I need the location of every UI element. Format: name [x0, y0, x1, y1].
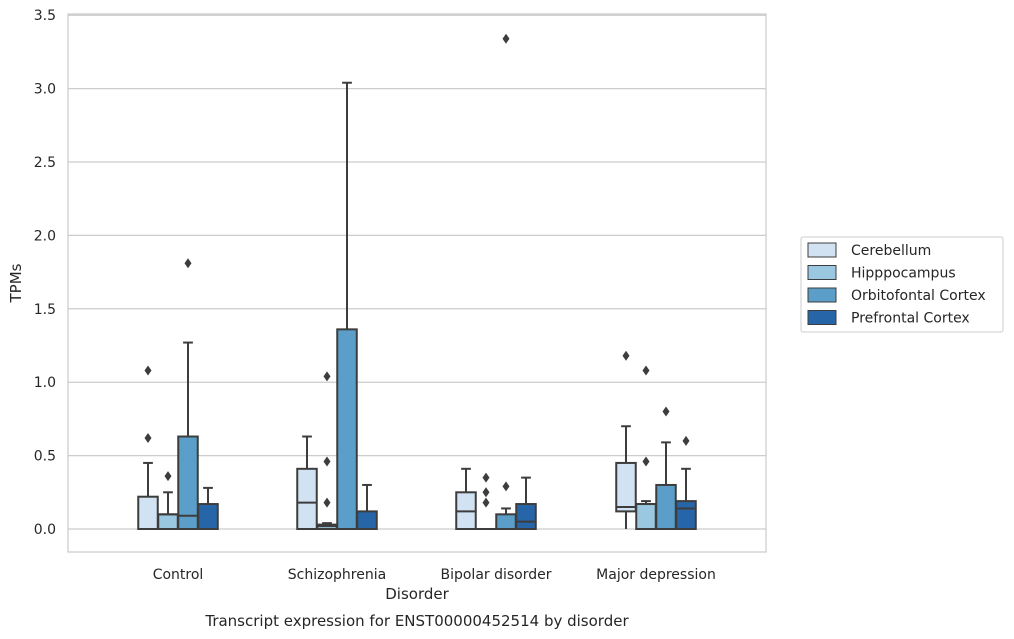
outlier-marker: [482, 472, 490, 483]
outlier-marker: [682, 435, 690, 446]
outlier-marker: [323, 456, 331, 467]
outlier-marker: [642, 365, 650, 376]
box: [615, 461, 637, 513]
outlier-marker: [482, 487, 490, 498]
box: [197, 503, 219, 531]
outlier-marker: [144, 432, 152, 443]
outlier-points: [144, 33, 690, 508]
box: [157, 513, 179, 531]
box-series-group: [197, 467, 697, 531]
outlier-marker: [622, 350, 630, 361]
legend-swatch: [807, 310, 837, 325]
outlier-marker: [502, 33, 510, 44]
x-tick-label: Bipolar disorder: [440, 567, 551, 583]
legend-swatch: [807, 242, 837, 258]
legend-swatch: [807, 287, 837, 303]
box: [177, 435, 199, 530]
box-series-group: [137, 425, 637, 531]
box: [675, 500, 697, 531]
box: [495, 513, 517, 531]
y-tick-label: 1.0: [34, 375, 56, 391]
outlier-marker: [164, 471, 172, 482]
gridlines: [68, 14, 766, 530]
plot-frame: [67, 13, 767, 553]
outlier-marker: [184, 258, 192, 269]
x-tick-label: Control: [153, 567, 204, 583]
outlier-marker: [482, 497, 490, 508]
legend-label: Prefrontal Cortex: [851, 311, 970, 327]
box: [356, 510, 378, 531]
figure-caption: Transcript expression for ENST0000045251…: [204, 612, 629, 630]
outlier-marker: [502, 481, 510, 492]
y-tick-label: 1.5: [34, 302, 56, 318]
x-axis-label: Disorder: [385, 585, 449, 603]
outlier-marker: [144, 365, 152, 376]
x-tick-label: Major depression: [596, 567, 716, 583]
box-series-group: [177, 81, 677, 531]
y-tick-label: 0.5: [34, 449, 56, 465]
box-series: [137, 81, 697, 531]
x-tick-labels: Control Schizophrenia Bipolar disorder Majo…: [153, 567, 716, 583]
legend: Cerebellum Hipppocampus Orbitofontal Corte…: [800, 236, 1004, 333]
outlier-marker: [323, 371, 331, 382]
x-tick-label: Schizophrenia: [288, 567, 386, 583]
box: [635, 503, 657, 531]
box: [336, 328, 358, 530]
box: [515, 503, 537, 531]
y-axis-label: TPMs: [7, 263, 25, 303]
box: [655, 483, 677, 530]
legend-label: Hipppocampus: [851, 266, 956, 282]
y-tick-label: 3.0: [34, 82, 56, 98]
box: [296, 467, 318, 531]
box-series-group: [157, 491, 657, 531]
outlier-marker: [662, 406, 670, 417]
y-tick-label: 0.0: [34, 522, 56, 538]
legend-label: Cerebellum: [851, 243, 931, 259]
outlier-marker: [323, 497, 331, 508]
legend-frame: [800, 236, 1004, 333]
y-tick-label: 2.5: [34, 155, 56, 171]
y-tick-label: 3.5: [34, 8, 56, 24]
y-tick-labels: 0.0 0.5 1.0 1.5 2.0 2.5 3.0 3.5: [34, 8, 56, 538]
legend-label: Orbitofontal Cortex: [851, 288, 986, 304]
box: [137, 495, 159, 531]
outlier-marker: [642, 456, 650, 467]
y-tick-label: 2.0: [34, 228, 56, 244]
legend-swatch: [807, 265, 837, 280]
